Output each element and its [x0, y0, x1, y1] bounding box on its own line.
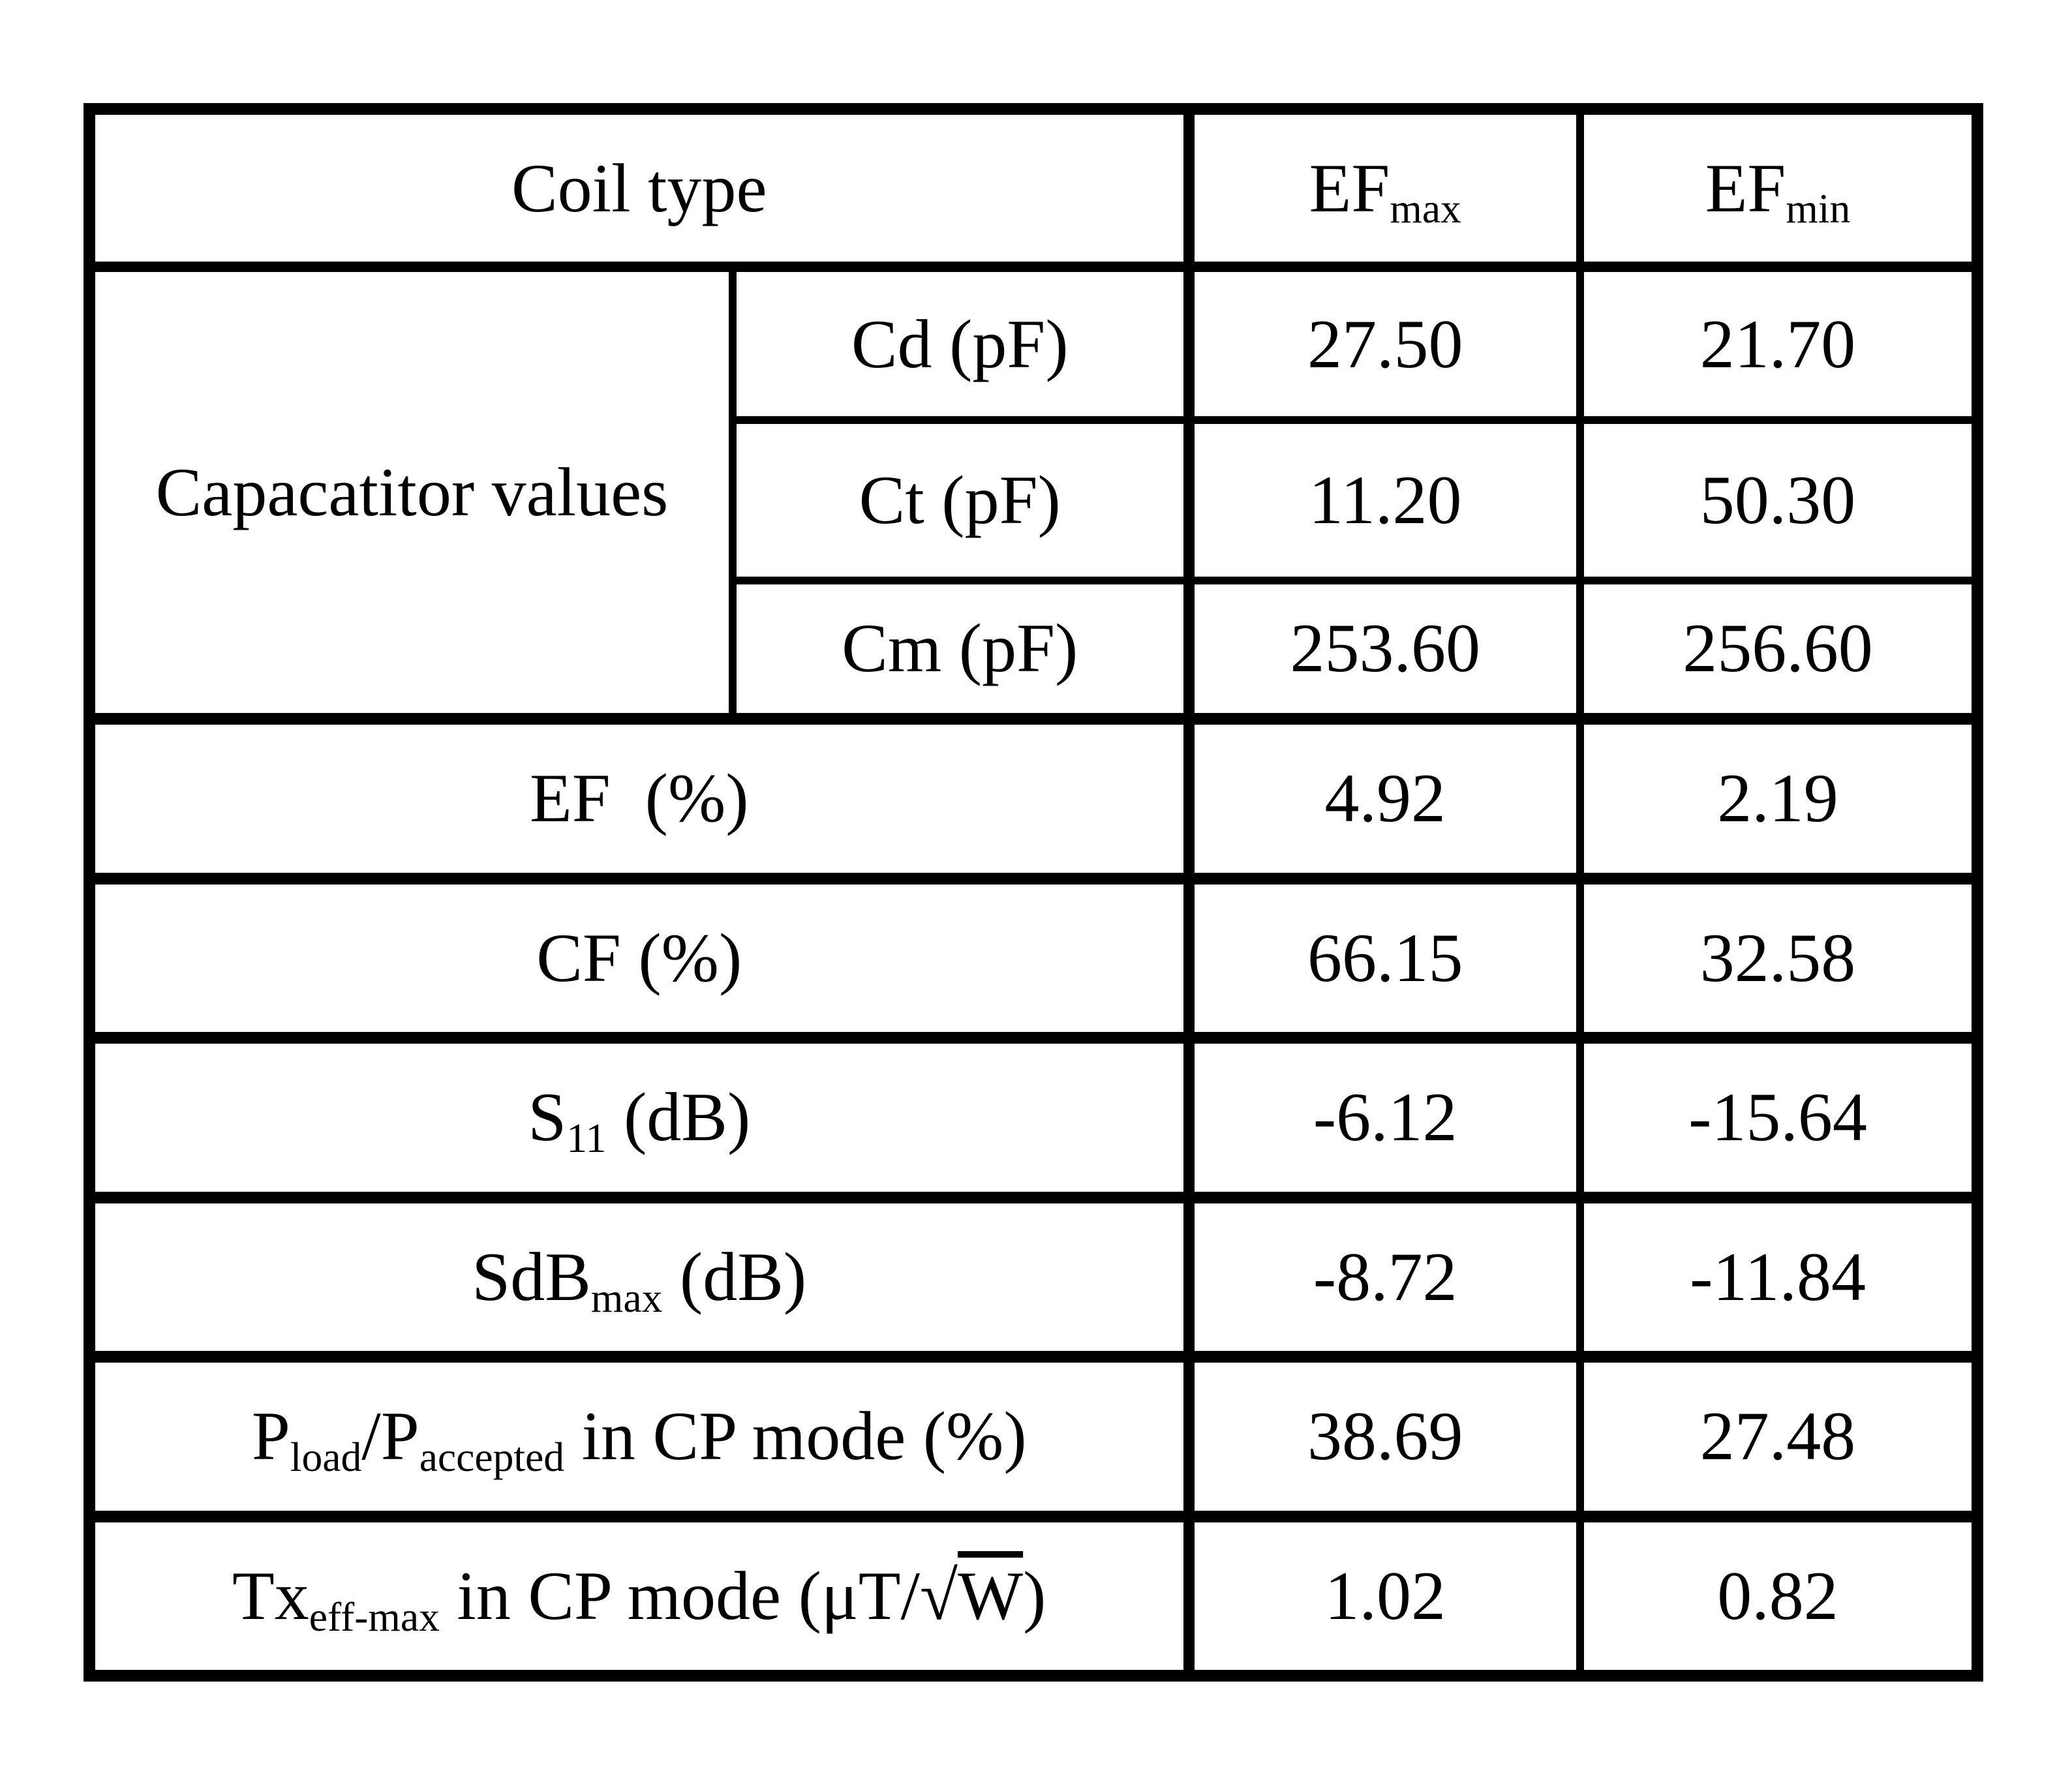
row-label-ct: Ct (pF)	[728, 416, 1193, 584]
table-row-ef-percent: EF (%) 4.92 2.19	[85, 713, 1982, 883]
cell-s11-ef-min: -15.64	[1576, 1032, 1982, 1202]
row-label-sdb-max: SdBmax (dB)	[85, 1191, 1193, 1361]
row-label-s11: S11 (dB)	[85, 1032, 1193, 1202]
cell-tx-eff-ef-max: 1.02	[1183, 1510, 1585, 1680]
row-label-cm: Cm (pF)	[728, 576, 1193, 723]
header-ef-min: EFmin	[1576, 105, 1982, 272]
cell-sdb-max-ef-max: -8.72	[1183, 1191, 1585, 1361]
cell-cf-percent-ef-max: 66.15	[1183, 872, 1585, 1042]
capacitor-values-group-label: Capacatitor values	[85, 262, 737, 723]
header-ef-max: EFmax	[1183, 105, 1585, 272]
cell-ef-percent-ef-max: 4.92	[1183, 713, 1585, 883]
table-row-sdb-max: SdBmax (dB) -8.72 -11.84	[85, 1191, 1982, 1361]
cell-tx-eff-ef-min: 0.82	[1576, 1510, 1982, 1680]
table-row-ct: Ct (pF) 11.20 50.30	[89, 416, 1982, 584]
table-row-cm: Cm (pF) 253.60 256.60	[89, 576, 1982, 723]
cell-sdb-max-ef-min: -11.84	[1576, 1191, 1982, 1361]
row-label-pload-paccepted: Pload/Paccepted in CP mode (%)	[85, 1351, 1193, 1520]
cell-cd-ef-min: 21.70	[1576, 262, 1982, 425]
cell-cm-ef-max: 253.60	[1183, 576, 1585, 723]
cell-cf-percent-ef-min: 32.58	[1576, 872, 1982, 1042]
cell-ct-ef-min: 50.30	[1576, 416, 1982, 584]
table-row-tx-eff-max: Txeff-max in CP mode (μT/√W) 1.02 0.82	[85, 1510, 1982, 1680]
cell-cm-ef-min: 256.60	[1576, 576, 1982, 723]
table-row-cd: Capacatitor values Cd (pF) 27.50 21.70	[85, 262, 1982, 723]
row-label-cd: Cd (pF)	[728, 262, 1193, 425]
cell-s11-ef-max: -6.12	[1183, 1032, 1585, 1202]
coil-comparison-table: Coil type EFmax EFmin Capacatitor values…	[84, 103, 1984, 1682]
table-row-pload-paccepted: Pload/Paccepted in CP mode (%) 38.69 27.…	[85, 1351, 1982, 1520]
row-label-ef-percent: EF (%)	[85, 713, 1193, 883]
cell-ct-ef-max: 11.20	[1183, 416, 1585, 584]
table-row-s11: S11 (dB) -6.12 -15.64	[85, 1032, 1982, 1202]
cell-cd-ef-max: 27.50	[1183, 262, 1585, 425]
row-label-tx-eff-max: Txeff-max in CP mode (μT/√W)	[85, 1510, 1193, 1680]
row-label-cf-percent: CF (%)	[85, 872, 1193, 1042]
cell-ef-percent-ef-min: 2.19	[1576, 713, 1982, 883]
cell-pload-ef-max: 38.69	[1183, 1351, 1585, 1520]
table-row-cf-percent: CF (%) 66.15 32.58	[85, 872, 1982, 1042]
header-coil-type: Coil type	[85, 105, 1193, 272]
cell-pload-ef-min: 27.48	[1576, 1351, 1982, 1520]
header-row: Coil type EFmax EFmin	[85, 105, 1982, 272]
